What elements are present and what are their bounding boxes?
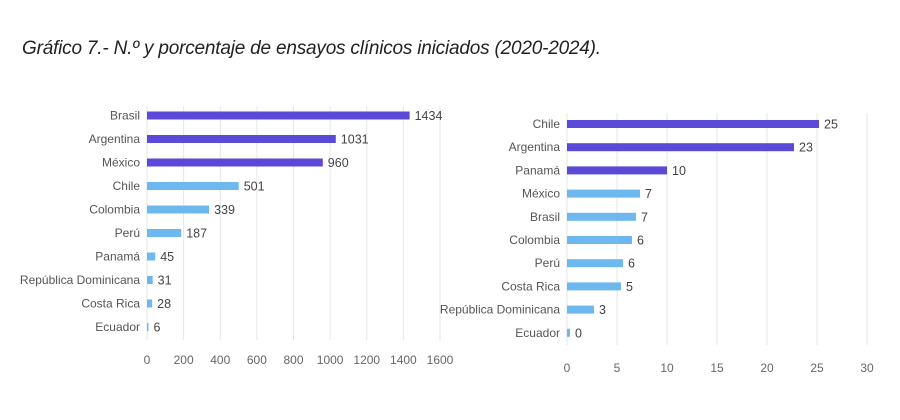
- pct-bar: [567, 328, 570, 337]
- pct-value-label: 3: [599, 303, 606, 317]
- count-category-label: República Dominicana: [20, 273, 140, 287]
- pct-category-label: República Dominicana: [440, 303, 560, 317]
- count-x-tick-label: 1000: [317, 353, 344, 367]
- pct-value-label: 23: [799, 141, 813, 155]
- count-value-label: 45: [160, 250, 174, 264]
- count-bar: [147, 323, 149, 331]
- pct-bar: [567, 120, 819, 128]
- count-bar: [147, 158, 323, 167]
- count-x-tick-label: 1600: [427, 353, 454, 367]
- count-value-label: 31: [158, 274, 172, 288]
- count-x-tick-label: 800: [283, 353, 303, 367]
- pct-value-label: 6: [628, 257, 635, 271]
- pct-bar: [567, 259, 623, 268]
- count-bar: [147, 299, 153, 308]
- count-bar: [147, 111, 410, 120]
- count-x-tick-label: 200: [174, 353, 194, 367]
- pct-value-label: 25: [824, 118, 838, 132]
- pct-x-tick-label: 10: [660, 361, 674, 375]
- count-x-tick-label: 600: [247, 353, 267, 367]
- count-category-label: Perú: [115, 226, 140, 240]
- pct-category-label: Panamá: [515, 163, 560, 177]
- pct-x-tick-label: 5: [614, 361, 621, 375]
- count-value-label: 960: [328, 156, 349, 170]
- count-category-label: Panamá: [95, 250, 140, 264]
- pct-category-label: Chile: [533, 117, 561, 131]
- count-bar: [147, 135, 336, 143]
- count-category-label: México: [102, 156, 140, 170]
- count-value-label: 187: [186, 227, 207, 241]
- pct-value-label: 6: [637, 234, 644, 248]
- count-value-label: 339: [214, 203, 235, 217]
- pct-bar: [567, 236, 632, 244]
- count-x-tick-label: 1200: [353, 353, 380, 367]
- pct-value-label: 7: [645, 187, 652, 201]
- count-bar: [147, 252, 156, 261]
- count-value-label: 6: [154, 321, 161, 335]
- count-x-tick-label: 400: [210, 353, 230, 367]
- pct-x-tick-label: 30: [860, 361, 874, 375]
- pct-x-tick-label: 15: [710, 361, 724, 375]
- count-bar: [147, 205, 210, 214]
- count-x-tick-label: 1400: [390, 353, 417, 367]
- count-category-label: Chile: [113, 179, 141, 193]
- pct-value-label: 7: [641, 210, 648, 224]
- count-value-label: 28: [157, 297, 171, 311]
- chart-count: 0 200 400 600 800 1000 1200 1400 1600 Brasil 1434 A…: [20, 106, 454, 367]
- count-category-label: Argentina: [89, 132, 141, 146]
- pct-bar: [567, 305, 594, 314]
- page-title: Gráfico 7.- N.º y porcentaje de ensayos …: [22, 38, 601, 59]
- pct-category-label: Costa Rica: [501, 279, 560, 293]
- pct-value-label: 0: [575, 326, 582, 340]
- count-bar: [147, 229, 182, 237]
- count-x-tick-label: 0: [144, 353, 151, 367]
- pct-x-tick-label: 0: [564, 361, 571, 375]
- pct-category-label: Perú: [535, 256, 560, 270]
- pct-category-label: Brasil: [530, 210, 560, 224]
- pct-bar: [567, 189, 640, 198]
- pct-x-tick-label: 25: [810, 361, 824, 375]
- pct-category-label: Ecuador: [515, 326, 560, 340]
- count-category-label: Ecuador: [95, 320, 140, 334]
- count-value-label: 1434: [415, 109, 443, 123]
- count-bar: [147, 182, 239, 190]
- pct-category-label: Argentina: [509, 140, 561, 154]
- pct-value-label: 10: [672, 164, 686, 178]
- count-value-label: 501: [244, 180, 265, 194]
- count-category-label: Brasil: [110, 109, 140, 123]
- count-category-label: Costa Rica: [81, 297, 140, 311]
- pct-bar: [567, 212, 636, 221]
- pct-x-tick-label: 20: [760, 361, 774, 375]
- pct-category-label: México: [522, 187, 560, 201]
- pct-value-label: 5: [626, 280, 633, 294]
- pct-bar: [567, 143, 794, 152]
- pct-bar: [567, 166, 667, 175]
- pct-bar: [567, 282, 621, 291]
- pct-category-label: Colombia: [509, 233, 560, 247]
- count-category-label: Colombia: [89, 203, 140, 217]
- count-bar: [147, 276, 153, 284]
- count-value-label: 1031: [341, 133, 369, 147]
